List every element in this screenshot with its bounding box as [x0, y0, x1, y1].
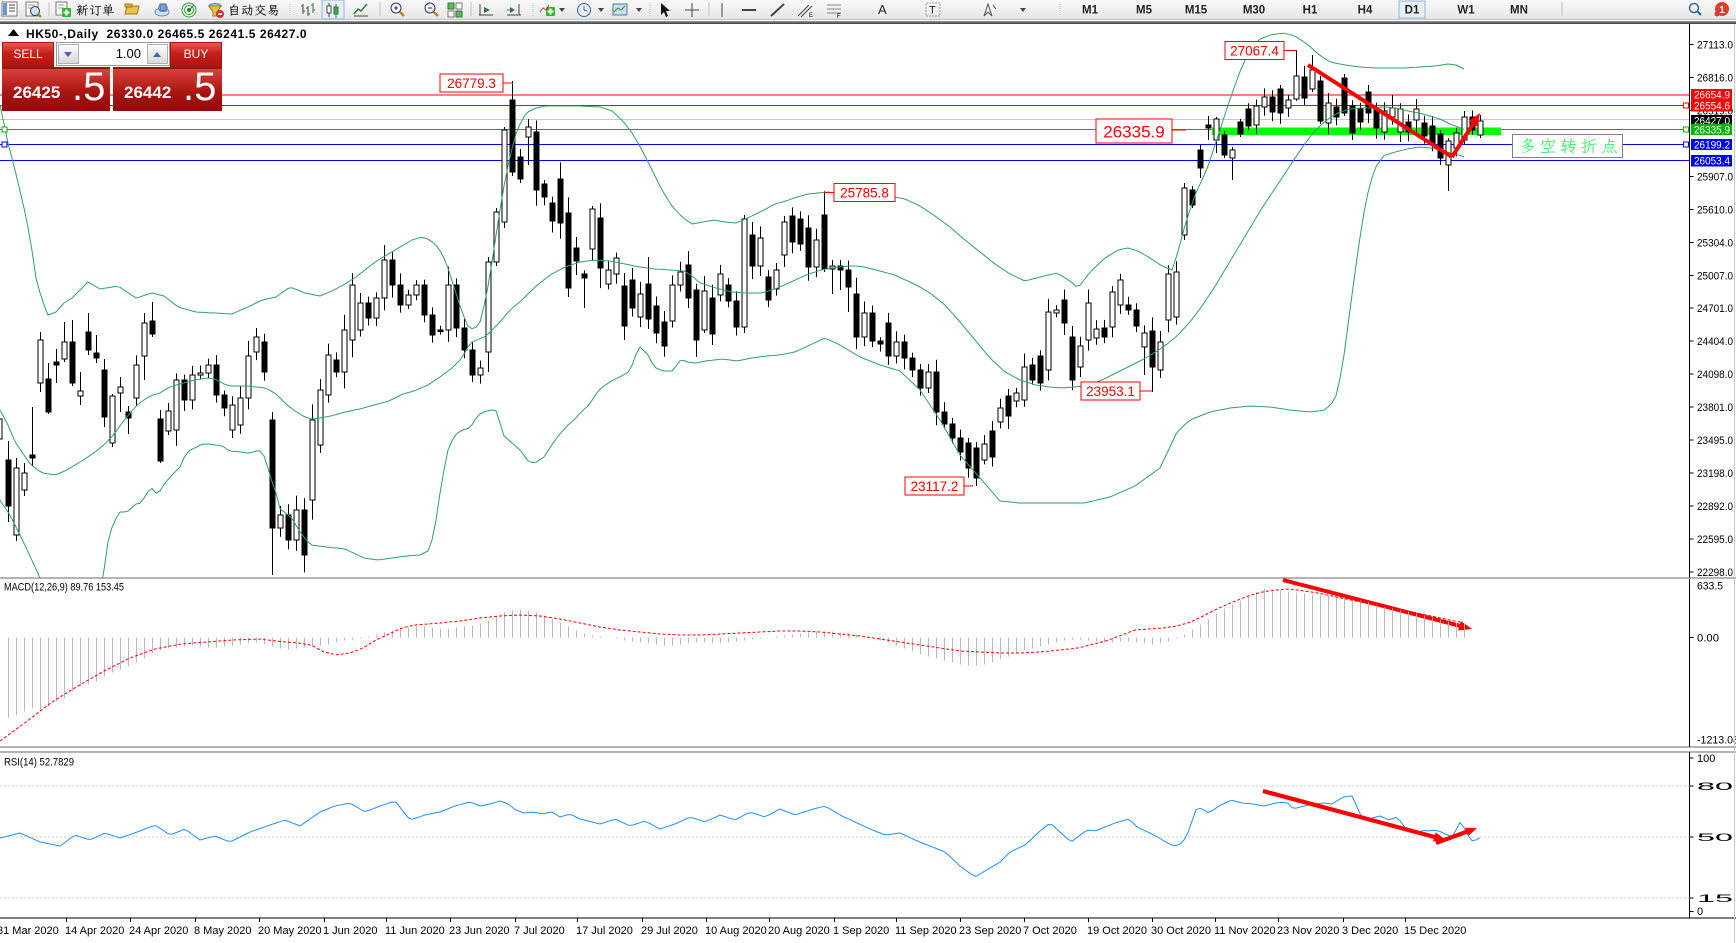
svg-text:31 Mar 2020: 31 Mar 2020 — [0, 925, 59, 937]
svg-text:23 Jun 2020: 23 Jun 2020 — [449, 925, 510, 937]
svg-text:H1: H1 — [1303, 5, 1318, 17]
svg-text:A: A — [878, 2, 887, 17]
svg-text:22892.0: 22892.0 — [1697, 501, 1733, 513]
svg-text:M1: M1 — [1082, 5, 1099, 17]
svg-text:W1: W1 — [1457, 5, 1475, 17]
svg-text:24701.0: 24701.0 — [1697, 303, 1733, 315]
svg-text:11 Sep 2020: 11 Sep 2020 — [895, 925, 957, 937]
svg-text:25007.0: 25007.0 — [1697, 270, 1733, 282]
svg-text:22298.0: 22298.0 — [1697, 567, 1733, 579]
svg-text:24404.0: 24404.0 — [1697, 336, 1733, 348]
svg-text:10 Aug 2020: 10 Aug 2020 — [705, 925, 767, 937]
svg-text:11 Nov 2020: 11 Nov 2020 — [1214, 925, 1276, 937]
svg-text:17 Jul 2020: 17 Jul 2020 — [576, 925, 633, 937]
svg-text:26199.2: 26199.2 — [1694, 139, 1730, 151]
svg-text:14 Apr 2020: 14 Apr 2020 — [65, 925, 124, 937]
svg-text:25907.0: 25907.0 — [1697, 171, 1733, 183]
svg-text:19 Oct 2020: 19 Oct 2020 — [1087, 925, 1147, 937]
svg-text:50: 50 — [1697, 832, 1733, 844]
svg-text:26053.4: 26053.4 — [1694, 156, 1730, 168]
svg-text:F: F — [837, 14, 841, 20]
svg-text:26654.9: 26654.9 — [1694, 90, 1730, 102]
svg-text:MACD(12,26,9) 89.76 153.45: MACD(12,26,9) 89.76 153.45 — [4, 582, 124, 594]
svg-text:1 Sep 2020: 1 Sep 2020 — [833, 925, 889, 937]
svg-text:1 Jun 2020: 1 Jun 2020 — [323, 925, 377, 937]
svg-text:27067.4: 27067.4 — [1230, 44, 1279, 59]
svg-text:0.00: 0.00 — [1697, 632, 1719, 644]
svg-text:25785.8: 25785.8 — [840, 186, 889, 201]
svg-text:29 Jul 2020: 29 Jul 2020 — [641, 925, 698, 937]
svg-text:23801.0: 23801.0 — [1697, 402, 1733, 414]
svg-text:15: 15 — [1697, 893, 1733, 905]
svg-text:23953.1: 23953.1 — [1086, 384, 1135, 399]
svg-text:20 Aug 2020: 20 Aug 2020 — [768, 925, 830, 937]
svg-text:M15: M15 — [1185, 5, 1208, 17]
svg-text:15 Dec 2020: 15 Dec 2020 — [1404, 925, 1466, 937]
svg-text:M5: M5 — [1136, 5, 1153, 17]
svg-text:M30: M30 — [1243, 5, 1265, 17]
svg-text:26554.6: 26554.6 — [1694, 101, 1730, 113]
svg-text:MN: MN — [1510, 5, 1528, 17]
svg-text:80: 80 — [1697, 781, 1733, 793]
svg-text:25304.0: 25304.0 — [1697, 237, 1733, 249]
svg-text:0: 0 — [1697, 906, 1703, 918]
svg-text:24098.0: 24098.0 — [1697, 369, 1733, 381]
svg-text:11 Jun 2020: 11 Jun 2020 — [385, 925, 445, 937]
svg-text:H4: H4 — [1358, 5, 1373, 17]
svg-text:23 Sep 2020: 23 Sep 2020 — [959, 925, 1021, 937]
svg-text:633.5: 633.5 — [1697, 581, 1723, 593]
svg-text:E: E — [809, 13, 813, 19]
svg-text:26779.3: 26779.3 — [447, 76, 496, 91]
svg-text:T: T — [929, 5, 936, 17]
svg-text:24 Apr 2020: 24 Apr 2020 — [129, 925, 188, 937]
svg-text:3 Dec 2020: 3 Dec 2020 — [1342, 925, 1398, 937]
svg-text:22595.0: 22595.0 — [1697, 534, 1733, 546]
svg-text:23198.0: 23198.0 — [1697, 468, 1733, 480]
svg-text:8 May 2020: 8 May 2020 — [194, 925, 251, 937]
svg-text:-1213.08: -1213.08 — [1697, 735, 1736, 747]
svg-text:7 Jul 2020: 7 Jul 2020 — [514, 925, 565, 937]
svg-text:23 Nov 2020: 23 Nov 2020 — [1277, 925, 1339, 937]
svg-text:100: 100 — [1697, 753, 1715, 765]
svg-text:20 May 2020: 20 May 2020 — [258, 925, 322, 937]
svg-text:26816.0: 26816.0 — [1697, 73, 1733, 85]
svg-text:7 Oct 2020: 7 Oct 2020 — [1023, 925, 1077, 937]
svg-text:27113.0: 27113.0 — [1697, 40, 1733, 52]
svg-text:1: 1 — [1719, 5, 1725, 16]
svg-text:HK50-,Daily 26330.0 26465.5 2: HK50-,Daily 26330.0 26465.5 26241.5 2642… — [26, 27, 307, 41]
svg-text:23495.0: 23495.0 — [1697, 435, 1733, 447]
svg-text:25610.0: 25610.0 — [1697, 204, 1733, 216]
svg-text:26335.9: 26335.9 — [1103, 123, 1164, 142]
svg-text:D1: D1 — [1405, 5, 1420, 17]
svg-text:30 Oct 2020: 30 Oct 2020 — [1151, 925, 1211, 937]
svg-text:RSI(14) 52.7829: RSI(14) 52.7829 — [4, 757, 74, 769]
svg-text:23117.2: 23117.2 — [911, 479, 959, 494]
svg-text:26335.9: 26335.9 — [1694, 124, 1730, 136]
